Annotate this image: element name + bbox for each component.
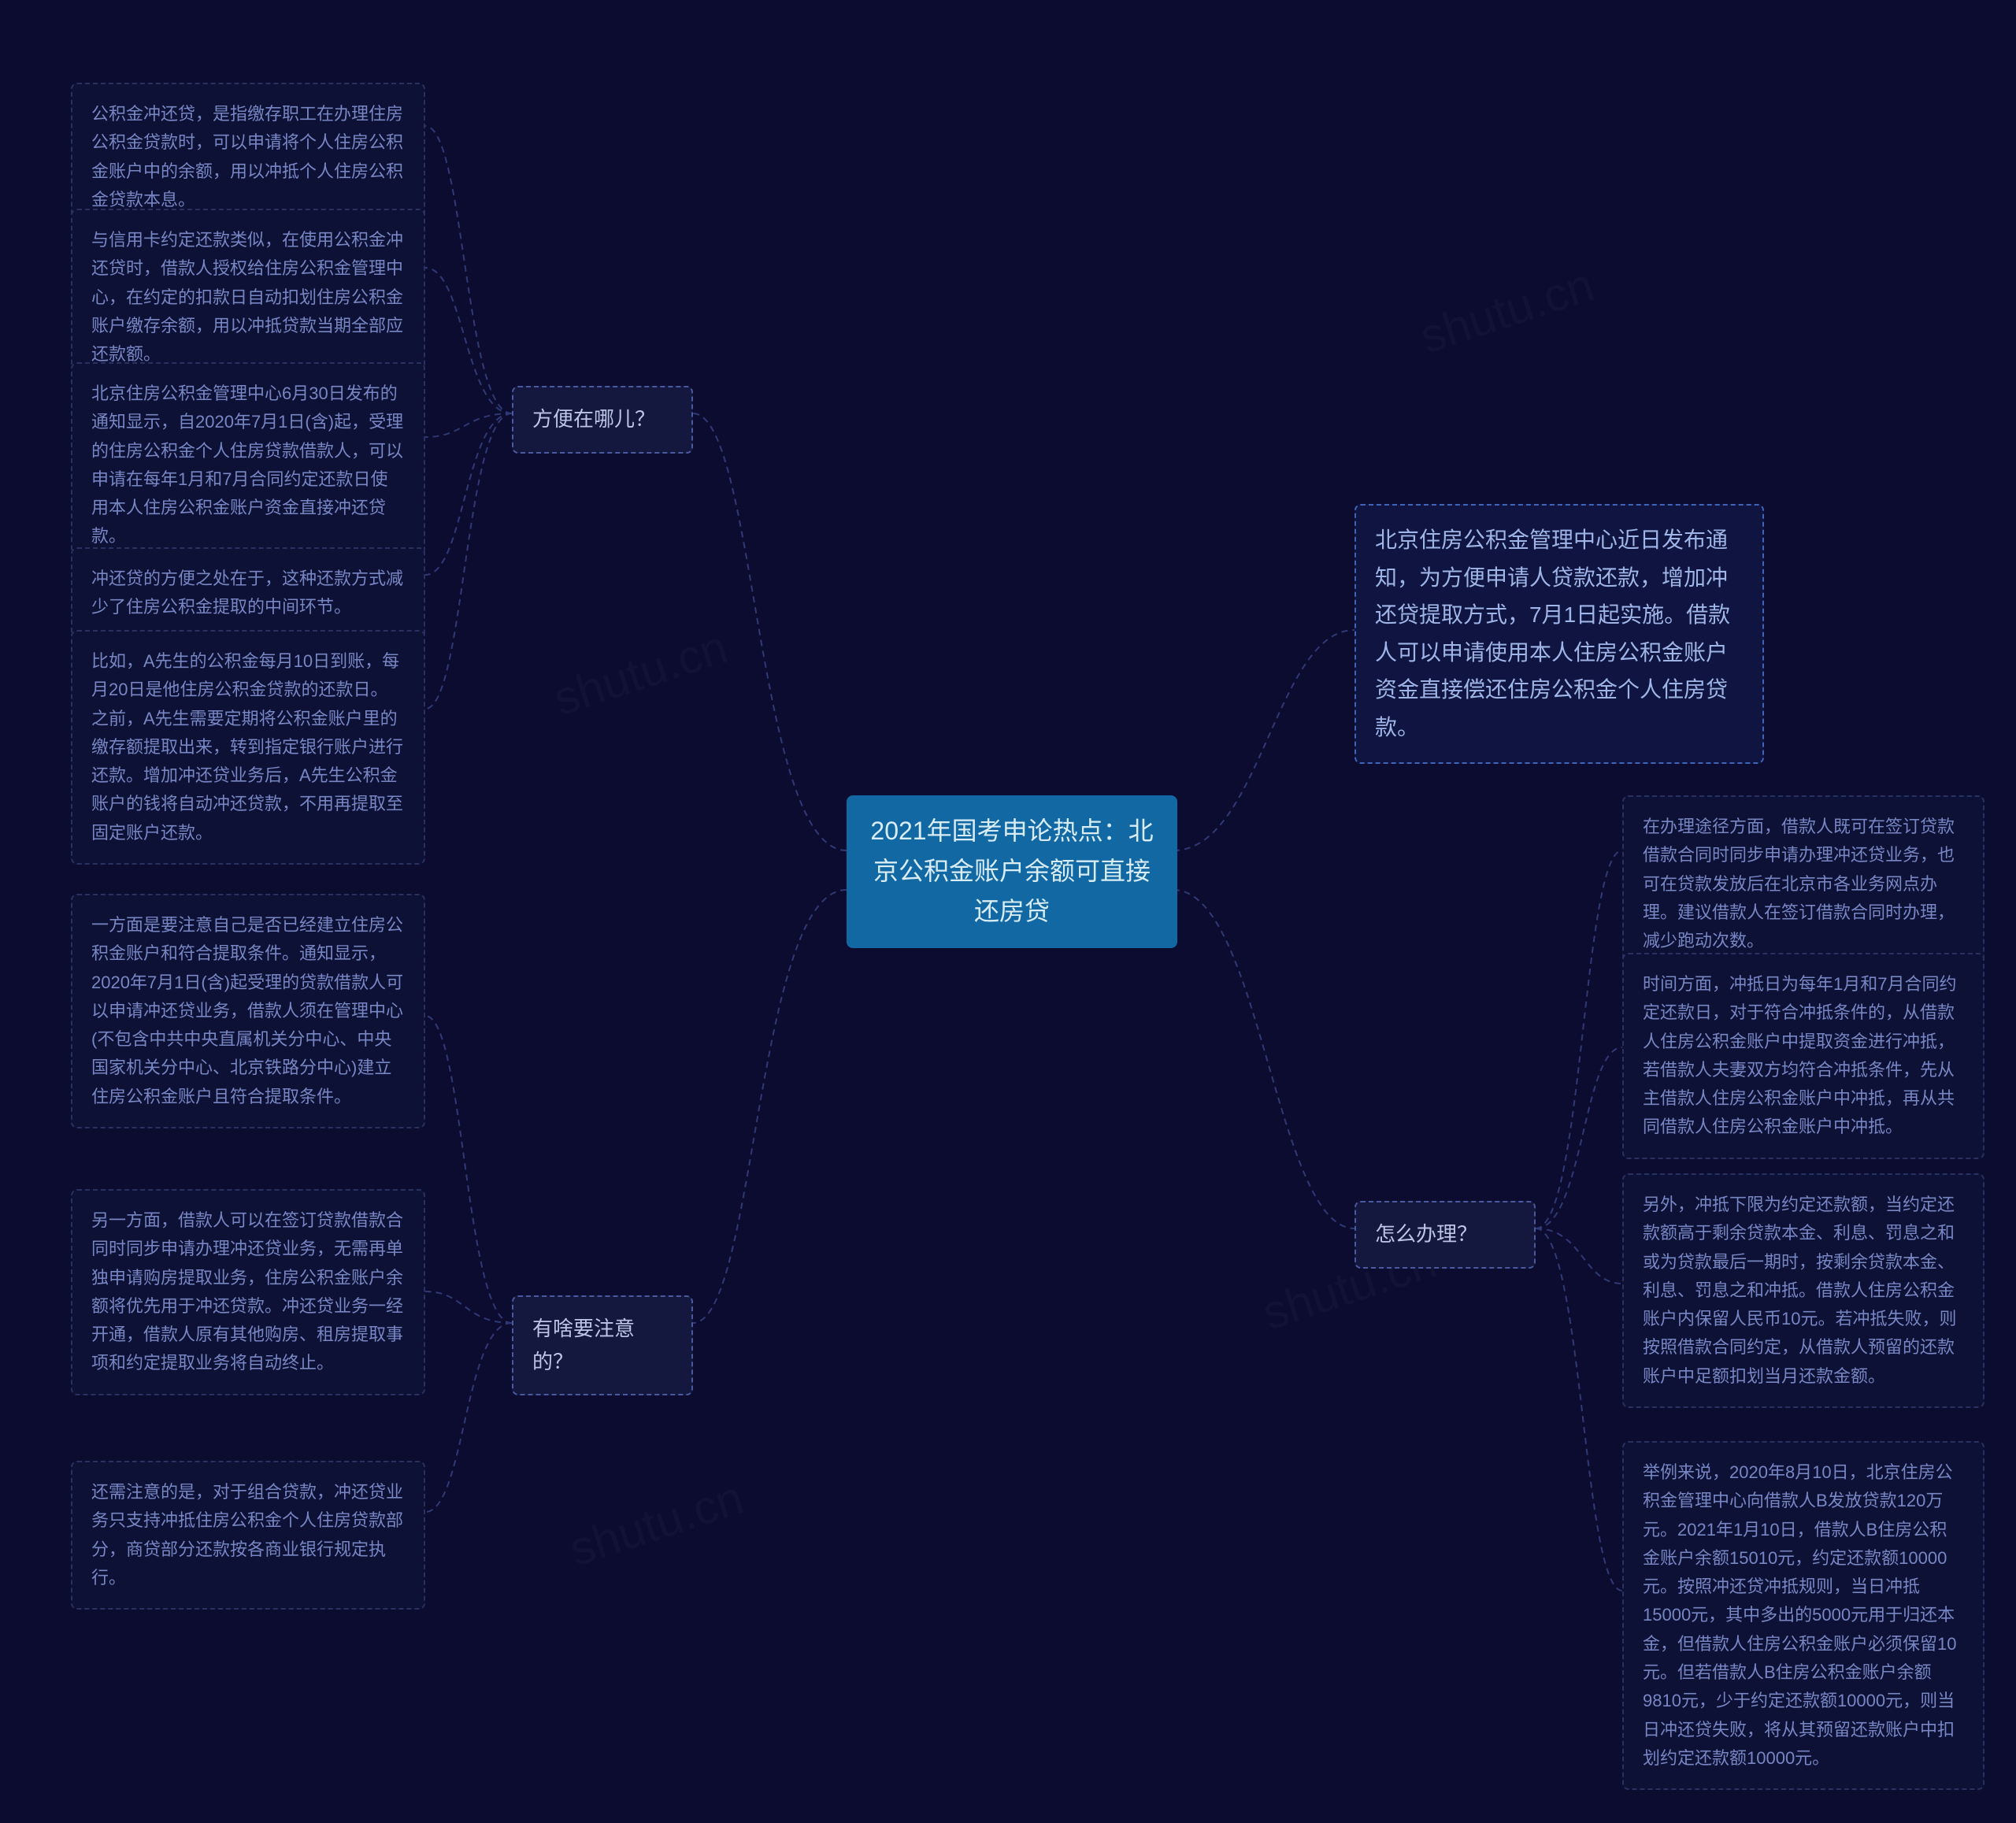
leaf-notice-0: 一方面是要注意自己是否已经建立住房公积金账户和符合提取条件。通知显示，2020年… [71,894,425,1128]
leaf-how-1: 时间方面，冲抵日为每年1月和7月合同约定还款日，对于符合冲抵条件的，从借款人住房… [1622,953,1984,1159]
leaf-convenient-1: 与信用卡约定还款类似，在使用公积金冲还贷时，借款人授权给住房公积金管理中心，在约… [71,209,425,386]
watermark: shutu.cn [563,1470,750,1577]
leaf-notice-1: 另一方面，借款人可以在签订贷款借款合同时同步申请办理冲还贷业务，无需再单独申请购… [71,1189,425,1395]
watermark: shutu.cn [547,620,734,727]
leaf-how-0: 在办理途径方面，借款人既可在签订贷款借款合同时同步申请办理冲还贷业务，也可在贷款… [1622,795,1984,973]
branch-notice: 有啥要注意的？ [512,1295,693,1395]
leaf-convenient-4: 比如，A先生的公积金每月10日到账，每月20日是他住房公积金贷款的还款日。之前，… [71,630,425,865]
leaf-how-2: 另外，冲抵下限为约定还款额，当约定还款额高于剩余贷款本金、利息、罚息之和或为贷款… [1622,1173,1984,1408]
intro-node: 北京住房公积金管理中心近日发布通知，为方便申请人贷款还款，增加冲还贷提取方式，7… [1354,504,1764,764]
leaf-notice-2: 还需注意的是，对于组合贷款，冲还贷业务只支持冲抵住房公积金个人住房贷款部分，商贷… [71,1461,425,1610]
watermark: shutu.cn [1414,258,1600,365]
branch-how: 怎么办理？ [1354,1201,1536,1269]
leaf-how-3: 举例来说，2020年8月10日，北京住房公积金管理中心向借款人B发放贷款120万… [1622,1441,1984,1790]
leaf-convenient-3: 冲还贷的方便之处在于，这种还款方式减少了住房公积金提取的中间环节。 [71,547,425,639]
center-topic: 2021年国考申论热点：北京公积金账户余额可直接还房贷 [847,795,1177,948]
leaf-convenient-2: 北京住房公积金管理中心6月30日发布的通知显示，自2020年7月1日(含)起，受… [71,362,425,569]
branch-convenient: 方便在哪儿？ [512,386,693,454]
